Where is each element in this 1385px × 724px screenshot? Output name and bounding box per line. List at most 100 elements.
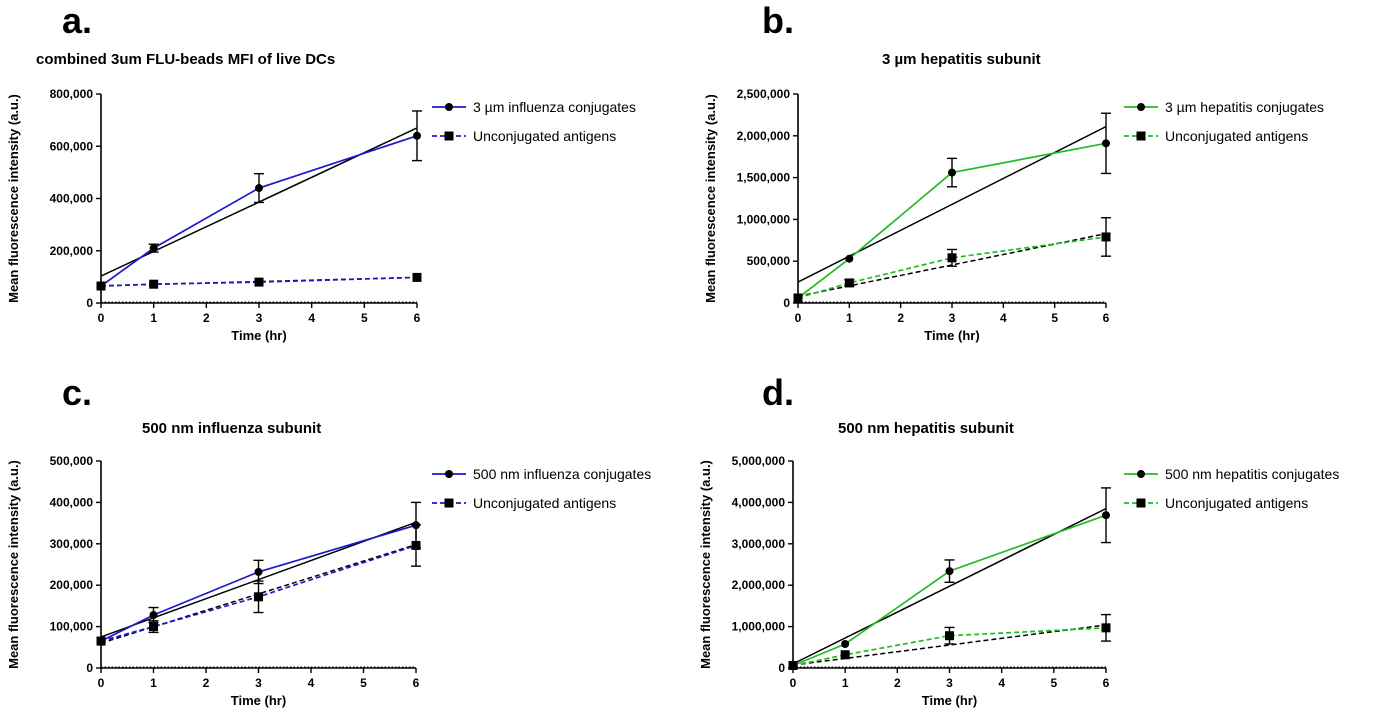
y-tick-label: 200,000 — [50, 578, 94, 592]
series-line — [792, 626, 1107, 667]
y-tick-label: 5,000,000 — [732, 454, 786, 468]
series-line — [797, 142, 1107, 299]
data-point — [254, 567, 263, 576]
data-point — [412, 272, 422, 282]
y-tick-label: 0 — [778, 661, 785, 675]
legend-label: Unconjugated antigens — [1165, 128, 1308, 144]
data-point — [841, 639, 850, 648]
legend-marker — [1136, 498, 1146, 508]
chart-plot: 0 500,000 1,000,000 1,500,000 2,000,000 2,500… — [703, 87, 1324, 343]
x-tick-label: 5 — [360, 676, 367, 690]
legend-marker — [1136, 131, 1146, 141]
legend-marker — [1137, 103, 1145, 111]
data-point — [149, 244, 158, 253]
series-line — [100, 524, 417, 642]
data-point — [96, 281, 106, 291]
x-tick-label: 5 — [1050, 676, 1057, 690]
data-point — [1101, 232, 1111, 242]
x-tick-label: 6 — [1103, 311, 1110, 325]
y-tick-label: 2,000,000 — [732, 578, 786, 592]
legend-label: Unconjugated antigens — [1165, 495, 1308, 511]
x-tick-label: 1 — [150, 676, 157, 690]
y-tick-label: 3,000,000 — [732, 537, 786, 551]
legend-marker — [445, 103, 453, 111]
x-tick-label: 4 — [308, 676, 315, 690]
series-line — [100, 276, 418, 287]
x-tick-label: 2 — [894, 676, 901, 690]
x-tick-label: 1 — [846, 311, 853, 325]
x-tick-label: 3 — [256, 311, 263, 325]
data-point — [1101, 623, 1111, 633]
y-axis-label: Mean fluorescence intensity (a.u.) — [703, 94, 718, 303]
x-tick-label: 5 — [1051, 311, 1058, 325]
panel-a: a. combined 3um FLU-beads MFI of live DC… — [0, 0, 692, 362]
x-tick-label: 4 — [998, 676, 1005, 690]
legend-label: 3 µm influenza conjugates — [473, 99, 636, 115]
y-tick-label: 100,000 — [50, 620, 94, 634]
legend-marker — [444, 131, 454, 141]
data-point — [840, 650, 850, 660]
panel-b: b. 3 µm hepatitis subunit 0 500,000 1,000,… — [692, 0, 1385, 362]
data-point — [947, 253, 957, 263]
data-point — [948, 168, 956, 177]
x-tick-label: 2 — [897, 311, 904, 325]
x-tick-label: 0 — [790, 676, 797, 690]
series-line — [797, 236, 1107, 299]
data-point — [149, 622, 158, 632]
x-tick-label: 3 — [946, 676, 953, 690]
data-point — [844, 278, 854, 288]
data-point — [845, 254, 854, 263]
panel-letter: a. — [62, 0, 93, 41]
x-tick-label: 4 — [308, 311, 315, 325]
y-tick-label: 2,000,000 — [737, 129, 791, 143]
y-tick-label: 0 — [86, 661, 93, 675]
chart-plot: 0 1,000,000 2,000,000 3,000,000 4,000,000 5,0… — [698, 454, 1339, 708]
legend-marker — [1137, 470, 1145, 478]
x-tick-label: 2 — [203, 676, 210, 690]
x-tick-label: 6 — [413, 676, 420, 690]
x-tick-label: 5 — [361, 311, 368, 325]
y-tick-label: 800,000 — [50, 87, 94, 101]
y-axis-label: Mean fluorescence intensity (a.u.) — [6, 460, 21, 669]
data-point — [793, 293, 803, 303]
legend-label: 3 µm hepatitis conjugates — [1165, 99, 1324, 115]
legend-marker — [444, 498, 454, 508]
x-tick-label: 3 — [949, 311, 956, 325]
data-point — [411, 540, 421, 550]
data-point — [254, 277, 264, 287]
y-axis-label: Mean fluorescence intensity (a.u.) — [6, 94, 21, 303]
x-tick-label: 3 — [255, 676, 262, 690]
series-line — [792, 514, 1107, 667]
legend-label: 500 nm influenza conjugates — [473, 466, 651, 482]
data-point — [1102, 511, 1110, 520]
series-line — [100, 134, 418, 287]
x-tick-label: 6 — [414, 311, 421, 325]
y-tick-label: 1,000,000 — [737, 212, 791, 226]
y-tick-label: 0 — [86, 296, 93, 310]
y-tick-label: 0 — [783, 296, 790, 310]
y-tick-label: 4,000,000 — [732, 495, 786, 509]
panel-d: d. 500 nm hepatitis subunit 0 1,000,000 2,… — [692, 362, 1385, 724]
legend-label: Unconjugated antigens — [473, 495, 616, 511]
legend-label: Unconjugated antigens — [473, 128, 616, 144]
x-axis-label: Time (hr) — [922, 693, 977, 708]
x-tick-label: 1 — [842, 676, 849, 690]
x-tick-label: 0 — [98, 311, 105, 325]
chart-title: 3 µm hepatitis subunit — [882, 51, 1041, 68]
y-tick-label: 500,000 — [50, 454, 94, 468]
x-axis-label: Time (hr) — [924, 328, 979, 343]
y-tick-label: 400,000 — [50, 192, 94, 206]
x-axis-label: Time (hr) — [231, 328, 286, 343]
data-point — [149, 279, 159, 289]
y-tick-label: 600,000 — [50, 139, 94, 153]
chart-plot: 0 200,000 400,000 600,000 800,000 0 1 2 3 4 5 6 Time… — [6, 87, 636, 343]
panel-letter: d. — [762, 372, 794, 413]
chart-title: 500 nm influenza subunit — [142, 420, 322, 437]
x-tick-label: 0 — [98, 676, 105, 690]
panel-letter: c. — [62, 372, 93, 413]
data-point — [1102, 139, 1110, 148]
panel-letter: b. — [762, 0, 794, 41]
data-point — [413, 131, 421, 140]
y-tick-label: 300,000 — [50, 537, 94, 551]
data-point — [96, 636, 106, 646]
